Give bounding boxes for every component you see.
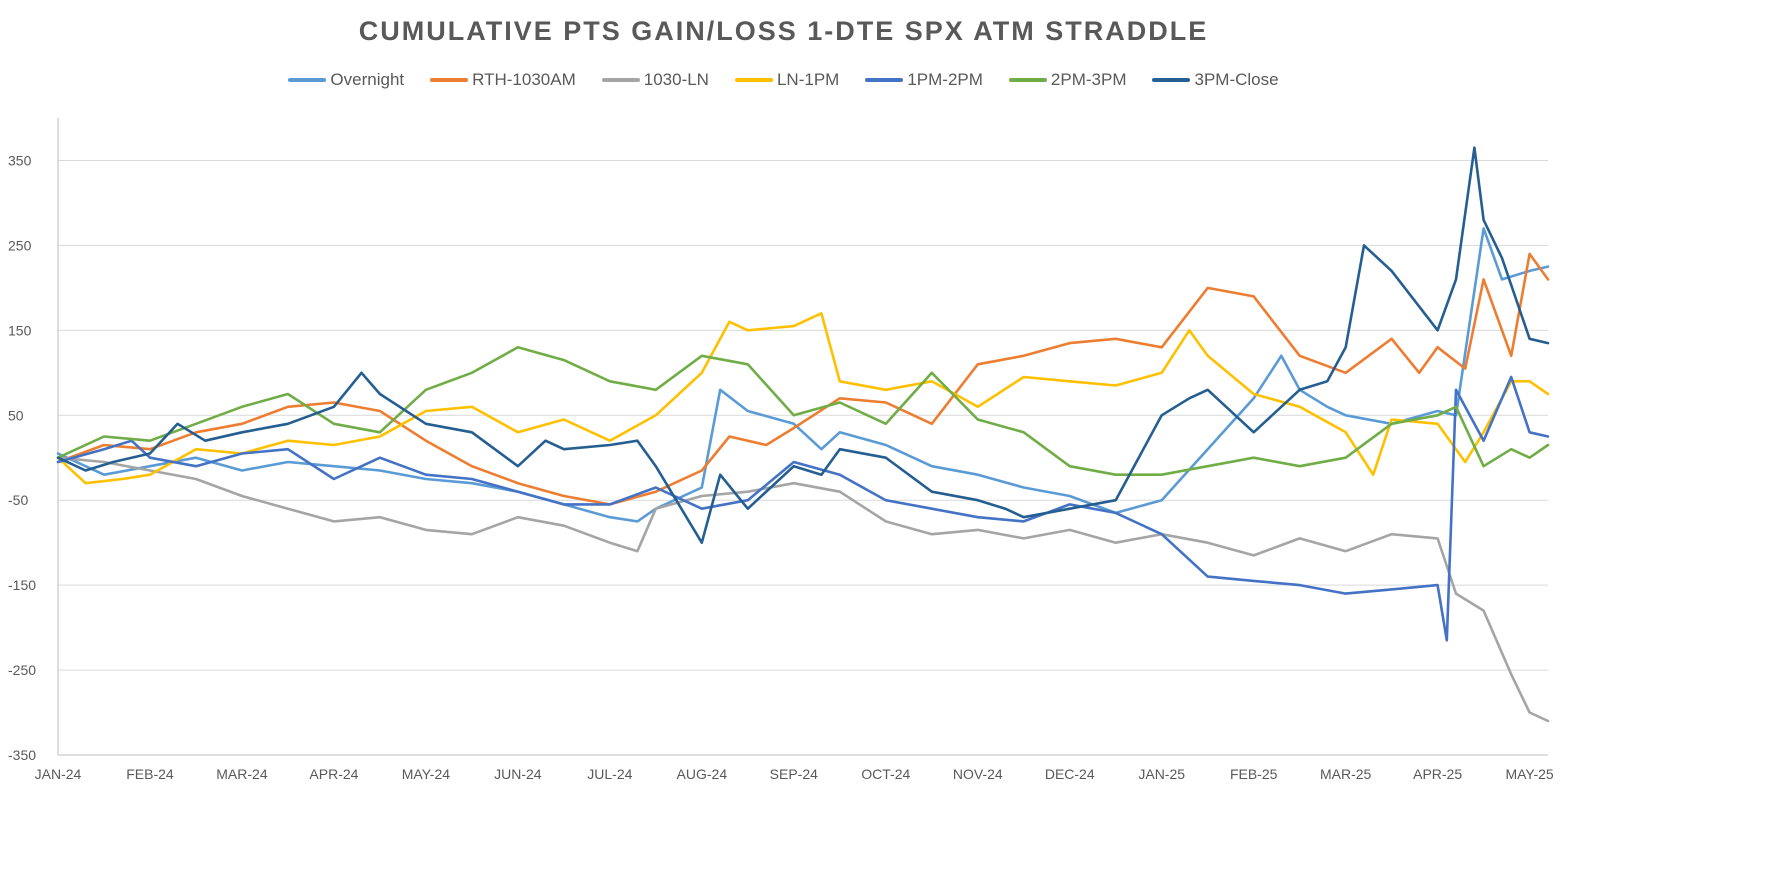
legend-swatch bbox=[1152, 78, 1191, 82]
legend-swatch bbox=[865, 78, 904, 82]
legend-swatch bbox=[430, 78, 469, 82]
series-line-1030-ln bbox=[56, 456, 1550, 723]
x-tick-label: JAN-25 bbox=[1138, 766, 1185, 782]
series-line-overnight bbox=[56, 227, 1550, 523]
series-line-ln-1pm bbox=[56, 311, 1550, 485]
legend-item-2pm-3pm: 2PM-3PM bbox=[1008, 70, 1127, 90]
x-tick-label: FEB-24 bbox=[126, 766, 174, 782]
legend-swatch bbox=[734, 78, 773, 82]
series-line-1pm-2pm bbox=[56, 375, 1550, 642]
legend-item-overnight: Overnight bbox=[288, 70, 404, 90]
legend-label: Overnight bbox=[330, 70, 405, 89]
legend-swatch bbox=[1008, 78, 1047, 82]
x-tick-label: JAN-24 bbox=[35, 766, 82, 782]
x-tick-label: OCT-24 bbox=[861, 766, 910, 782]
x-tick-label: MAY-24 bbox=[402, 766, 450, 782]
legend-item-ln-1pm: LN-1PM bbox=[734, 70, 840, 90]
series-line-2pm-3pm bbox=[56, 345, 1550, 477]
y-tick-label: 350 bbox=[8, 152, 32, 168]
x-tick-label: JUL-24 bbox=[587, 766, 632, 782]
legend-item-rth-1030am: RTH-1030AM bbox=[430, 70, 576, 90]
x-tick-label: DEC-24 bbox=[1045, 766, 1095, 782]
x-tick-label: JUN-24 bbox=[494, 766, 542, 782]
legend: Overnight RTH-1030AM 1030-LN LN-1PM 1PM-2PM 2… bbox=[0, 70, 1567, 90]
x-tick-label: APR-25 bbox=[1413, 766, 1462, 782]
y-tick-label: -350 bbox=[8, 747, 36, 763]
x-tick-label: MAR-25 bbox=[1320, 766, 1372, 782]
x-tick-label: SEP-24 bbox=[770, 766, 818, 782]
legend-label: 1030-LN bbox=[643, 70, 709, 89]
legend-label: 3PM-Close bbox=[1194, 70, 1279, 89]
x-tick-label: NOV-24 bbox=[953, 766, 1003, 782]
x-tick-label: MAY-25 bbox=[1505, 766, 1553, 782]
x-tick-label: FEB-25 bbox=[1230, 766, 1278, 782]
legend-label: 2PM-3PM bbox=[1050, 70, 1127, 89]
x-tick-label: MAR-24 bbox=[216, 766, 268, 782]
legend-swatch bbox=[288, 78, 327, 82]
legend-label: RTH-1030AM bbox=[472, 70, 576, 89]
y-tick-label: -150 bbox=[8, 577, 36, 593]
chart-title: CUMULATIVE PTS GAIN/LOSS 1-DTE SPX ATM S… bbox=[358, 16, 1209, 46]
y-tick-label: 50 bbox=[8, 407, 24, 423]
y-tick-label: 250 bbox=[8, 237, 32, 253]
legend-item-3pm-close: 3PM-Close bbox=[1152, 70, 1279, 90]
legend-label: 1PM-2PM bbox=[907, 70, 983, 89]
legend-label: LN-1PM bbox=[776, 70, 840, 89]
y-tick-label: 150 bbox=[8, 322, 32, 338]
legend-item-1pm-2pm: 1PM-2PM bbox=[865, 70, 983, 90]
x-tick-label: APR-24 bbox=[309, 766, 358, 782]
legend-swatch bbox=[601, 78, 640, 82]
x-tick-label: AUG-24 bbox=[677, 766, 728, 782]
series-line-3pm-close bbox=[56, 146, 1550, 545]
y-tick-label: -250 bbox=[8, 662, 36, 678]
legend-item-1030-ln: 1030-LN bbox=[601, 70, 709, 90]
y-tick-label: -50 bbox=[8, 492, 28, 508]
series-line-rth-1030am bbox=[56, 252, 1550, 506]
